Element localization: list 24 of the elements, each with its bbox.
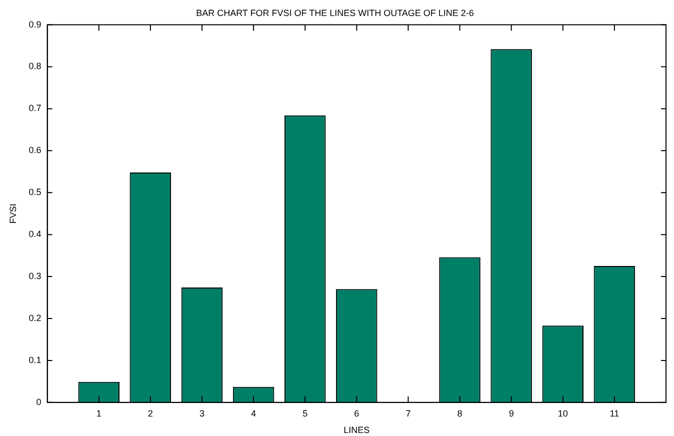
x-tick-label: 10 (558, 408, 568, 418)
y-axis-title: FVSI (8, 204, 18, 224)
y-tick-label: 0.7 (28, 103, 42, 114)
x-tick-label: 6 (354, 408, 360, 418)
x-axis-title: LINES (344, 425, 370, 436)
y-tick-label: 0.5 (28, 187, 42, 198)
y-tick-label: 0.2 (28, 312, 42, 323)
chart-title: BAR CHART FOR FVSI OF THE LINES WITH OUTAGE OF LINE 2-6 (196, 8, 474, 18)
y-tick-label: 0.4 (28, 229, 42, 240)
y-tick-label: 0.1 (28, 354, 42, 365)
x-tick-label: 2 (148, 408, 153, 418)
x-tick-label: 11 (610, 408, 620, 418)
y-tick-label: 0 (36, 396, 42, 407)
x-tick-label: 1 (96, 408, 102, 418)
y-tick-label: 0.9 (28, 19, 42, 30)
x-tick-label: 7 (406, 408, 411, 418)
x-tick-label: 9 (508, 408, 514, 418)
x-tick-label: 3 (199, 408, 204, 418)
x-tick-label: 5 (302, 408, 308, 418)
y-tick-label: 0.6 (28, 145, 42, 156)
y-tick-label: 0.3 (28, 271, 42, 282)
x-tick-label: 4 (251, 408, 256, 418)
x-tick-label: 8 (457, 408, 462, 418)
y-tick-label: 0.8 (28, 61, 42, 72)
